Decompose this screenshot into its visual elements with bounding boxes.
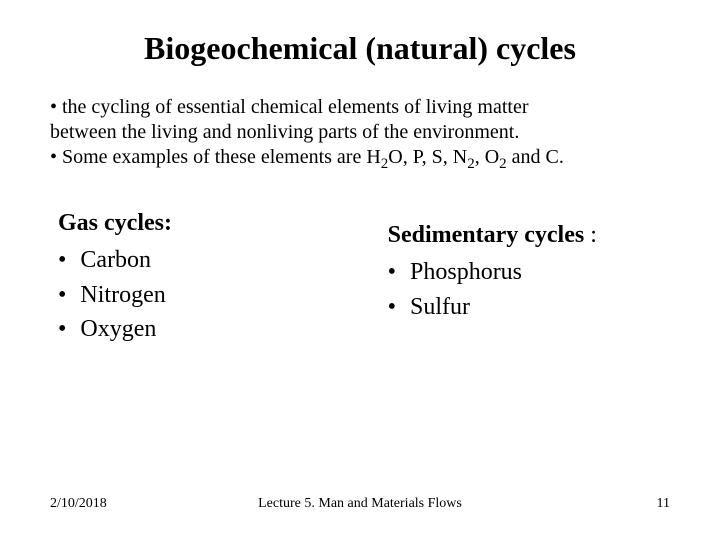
list-item: Sulfur (388, 290, 686, 325)
column-sedimentary-cycles: Sedimentary cycles : Phosphorus Sulfur (388, 210, 686, 347)
sedimentary-cycles-heading: Sedimentary cycles : (388, 222, 686, 249)
list-item: Phosphorus (388, 255, 686, 290)
intro-text: , O (475, 146, 499, 168)
intro-block: • the cycling of essential chemical elem… (50, 95, 670, 174)
sedimentary-cycles-list: Phosphorus Sulfur (388, 255, 686, 325)
slide-footer: 2/10/2018 Lecture 5. Man and Materials F… (50, 496, 670, 512)
gas-cycles-heading: Gas cycles: (58, 210, 348, 237)
intro-line-2: between the living and nonliving parts o… (50, 120, 670, 145)
subscript: 2 (499, 156, 507, 172)
intro-line-3: • Some examples of these elements are H 2… (50, 145, 670, 174)
list-item: Oxygen (58, 312, 348, 347)
gas-cycles-list: Carbon Nitrogen Oxygen (58, 243, 348, 347)
footer-lecture-title: Lecture 5. Man and Materials Flows (258, 496, 462, 512)
heading-bold: Sedimentary cycles (388, 222, 585, 248)
column-gas-cycles: Gas cycles: Carbon Nitrogen Oxygen (50, 210, 348, 347)
intro-line-1: • the cycling of essential chemical elem… (50, 95, 670, 120)
columns-container: Gas cycles: Carbon Nitrogen Oxygen Sedim… (50, 210, 670, 347)
list-item: Carbon (58, 243, 348, 278)
list-item: Nitrogen (58, 278, 348, 313)
intro-text: and C. (507, 146, 564, 168)
footer-date: 2/10/2018 (50, 496, 107, 512)
subscript: 2 (467, 156, 475, 172)
footer-page-number: 11 (657, 496, 670, 512)
heading-rest: : (584, 222, 597, 248)
slide-title: Biogeochemical (natural) cycles (50, 30, 670, 67)
intro-text: O, P, S, N (388, 146, 467, 168)
intro-text: • Some examples of these elements are H (50, 146, 381, 168)
